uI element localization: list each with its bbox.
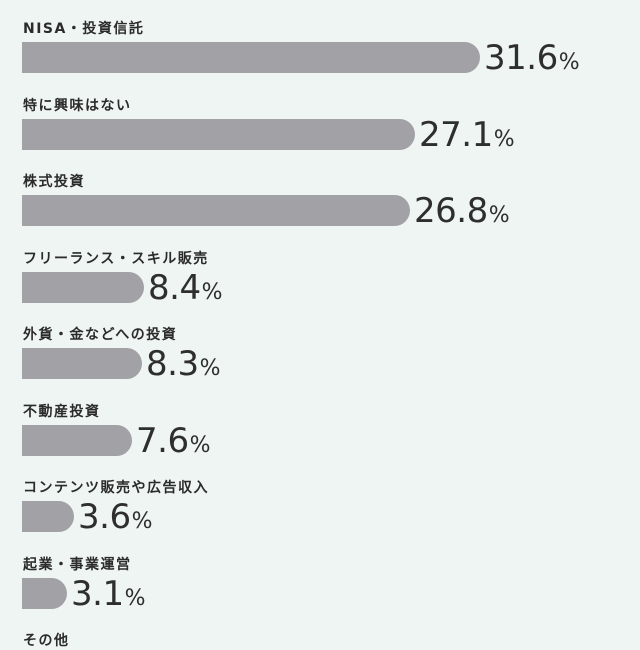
bar bbox=[22, 424, 132, 456]
value-label: 7.6% bbox=[136, 424, 210, 458]
value-number: 26.8 bbox=[414, 191, 488, 231]
category-label: その他 bbox=[23, 633, 70, 649]
value-label: 8.4% bbox=[148, 271, 222, 305]
category-label: 株式投資 bbox=[23, 174, 85, 190]
category-label: NISA・投資信託 bbox=[23, 21, 145, 37]
value-number: 3.6 bbox=[78, 497, 131, 537]
value-unit: % bbox=[493, 126, 515, 152]
value-number: 27.1 bbox=[419, 114, 493, 155]
value-unit: % bbox=[199, 356, 221, 381]
value-label: 26.8% bbox=[414, 194, 510, 228]
category-label: 起業・事業運営 bbox=[23, 556, 132, 573]
value-number: 3.1 bbox=[71, 573, 124, 614]
bar bbox=[22, 577, 67, 609]
category-label: 不動産投資 bbox=[23, 403, 101, 420]
bar bbox=[22, 348, 142, 379]
value-number: 8.4 bbox=[148, 267, 201, 308]
bar bbox=[22, 195, 410, 226]
value-label: 3.1% bbox=[71, 577, 145, 611]
value-unit: % bbox=[488, 203, 510, 228]
category-label: コンテンツ販売や広告収入 bbox=[23, 480, 209, 496]
value-label: 31.6% bbox=[484, 41, 580, 75]
bar bbox=[22, 118, 415, 150]
value-label: 27.1% bbox=[419, 118, 515, 152]
bar bbox=[22, 501, 74, 532]
bar bbox=[22, 271, 144, 303]
value-unit: % bbox=[131, 509, 153, 534]
category-label: 特に興味はない bbox=[23, 97, 132, 114]
value-number: 8.3 bbox=[146, 344, 199, 384]
value-unit: % bbox=[558, 50, 580, 75]
value-number: 7.6 bbox=[136, 420, 189, 461]
value-label: 3.6% bbox=[78, 500, 152, 534]
value-label: 8.3% bbox=[146, 347, 220, 381]
value-unit: % bbox=[189, 432, 211, 458]
bar bbox=[22, 42, 480, 73]
category-label: フリーランス・スキル販売 bbox=[23, 250, 209, 267]
value-unit: % bbox=[201, 279, 223, 305]
value-number: 31.6 bbox=[484, 38, 558, 78]
category-label: 外貨・金などへの投資 bbox=[23, 327, 178, 343]
value-unit: % bbox=[124, 585, 146, 611]
